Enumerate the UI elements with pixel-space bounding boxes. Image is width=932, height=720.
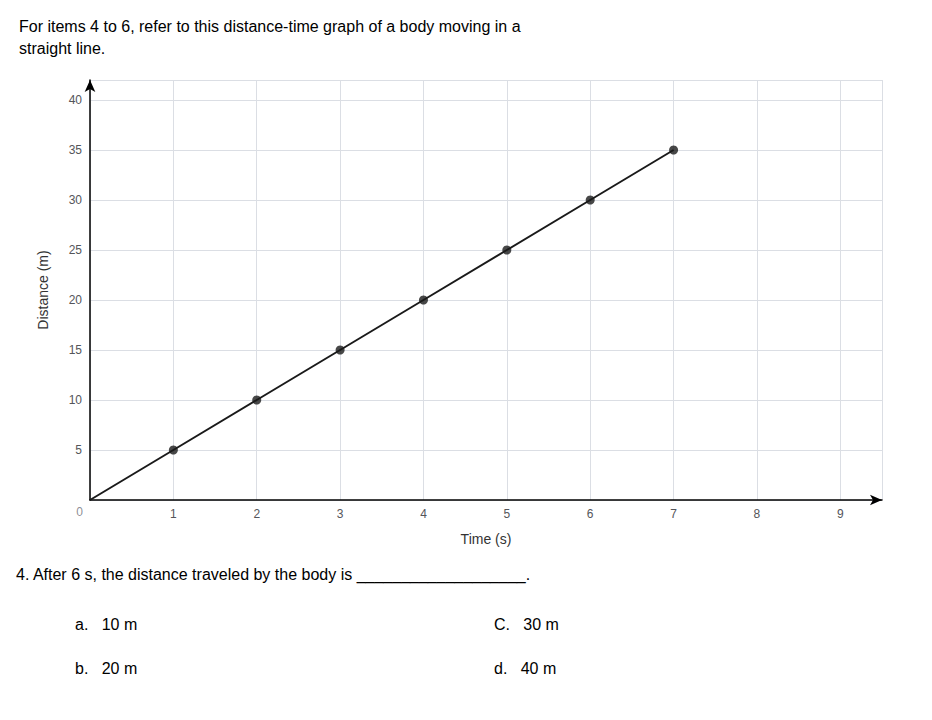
svg-text:2: 2 [253,507,260,521]
svg-text:15: 15 [69,343,83,357]
svg-text:b. 20 m: b. 20 m [75,660,137,677]
svg-text:C. 30 m: C. 30 m [494,616,559,633]
svg-text:25: 25 [69,243,83,257]
svg-text:d. 40 m: d. 40 m [494,660,556,677]
svg-text:Time (s): Time (s) [461,531,512,547]
svg-text:30: 30 [69,193,83,207]
svg-text:1: 1 [170,507,177,521]
svg-text:9: 9 [837,507,844,521]
svg-text:35: 35 [69,143,83,157]
svg-text:a. 10 m: a. 10 m [75,616,137,633]
svg-text:4. After 6 s, the distance tra: 4. After 6 s, the distance traveled by t… [16,566,530,584]
svg-text:3: 3 [337,507,344,521]
svg-text:10: 10 [69,393,83,407]
svg-text:5: 5 [75,443,82,457]
svg-text:0: 0 [76,505,83,519]
svg-text:20: 20 [69,293,83,307]
svg-text:4: 4 [420,507,427,521]
svg-text:straight line.: straight line. [19,40,105,57]
svg-text:40: 40 [69,93,83,107]
svg-text:5: 5 [503,507,510,521]
svg-text:For items 4 to 6, refer to thi: For items 4 to 6, refer to this distance… [19,18,521,35]
svg-text:7: 7 [670,507,677,521]
svg-text:Distance (m): Distance (m) [35,250,51,329]
svg-text:8: 8 [754,507,761,521]
svg-text:6: 6 [587,507,594,521]
